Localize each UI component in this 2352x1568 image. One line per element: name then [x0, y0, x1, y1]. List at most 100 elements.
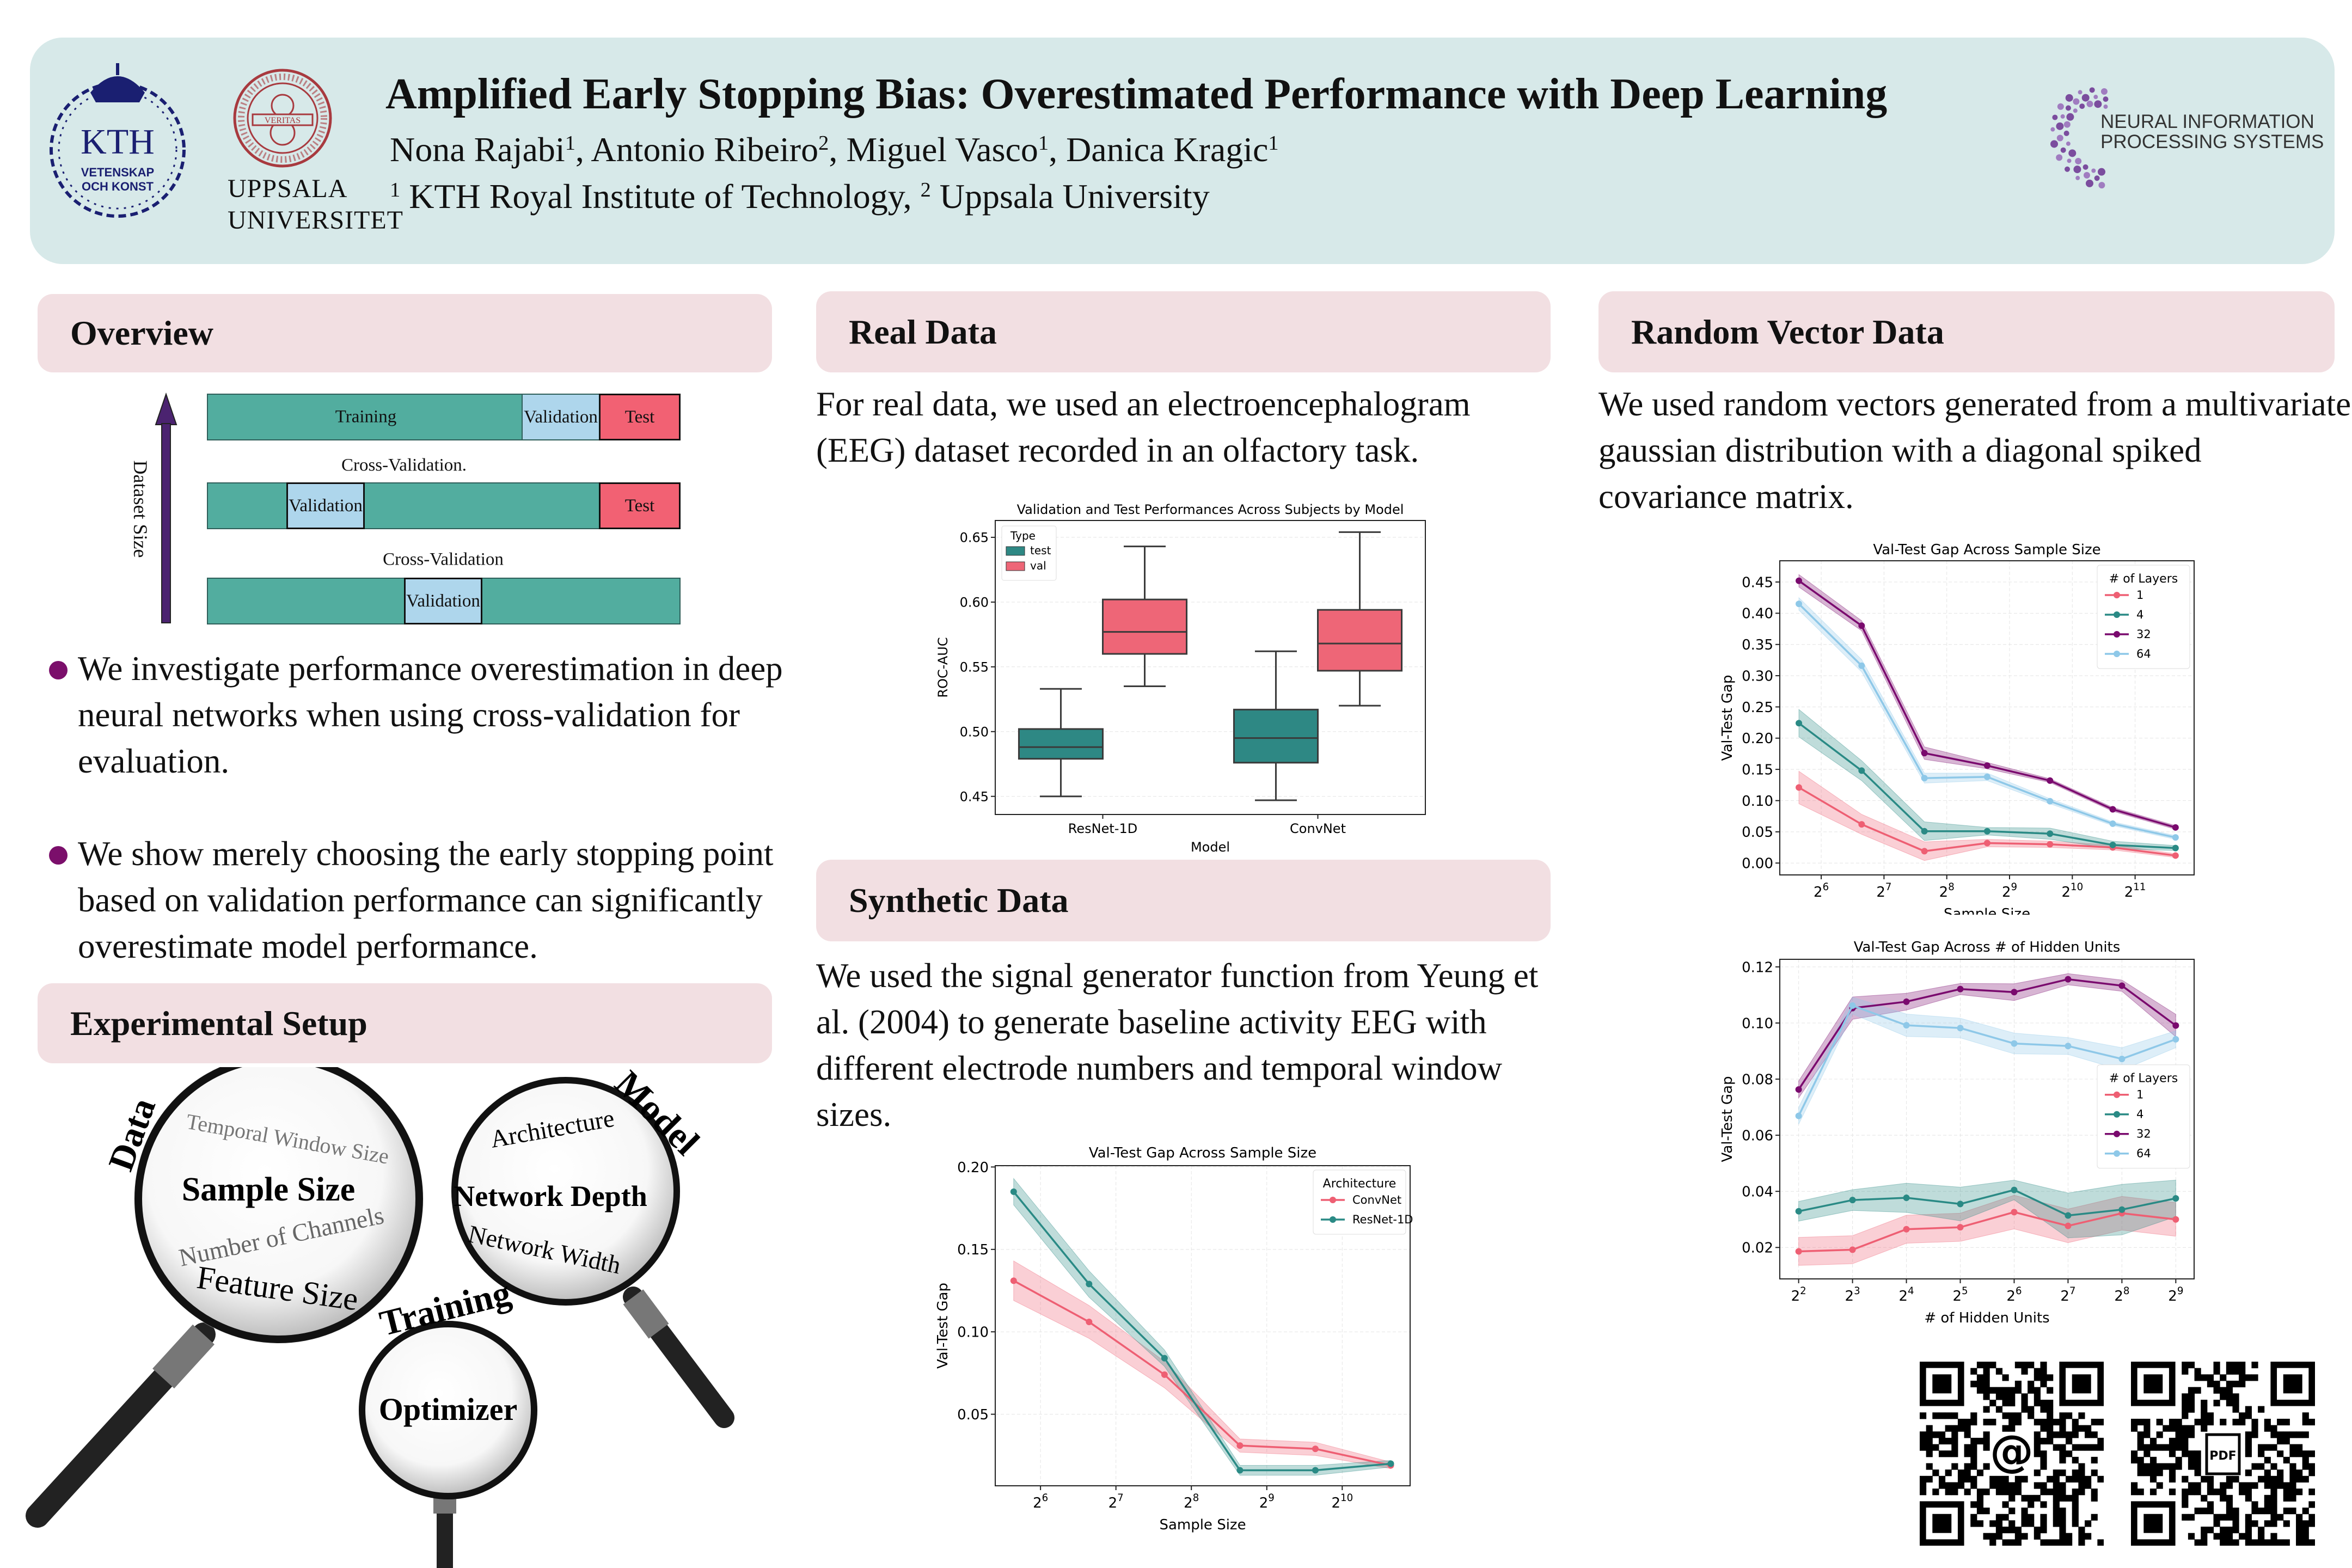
- qr-module: [2002, 1387, 2009, 1394]
- qr-module: [2033, 1527, 2041, 1534]
- logo-dot: [2103, 96, 2109, 102]
- qr-module: [2213, 1368, 2220, 1375]
- qr-module: [2220, 1514, 2227, 1521]
- logo-dot: [2073, 98, 2080, 105]
- bullet-dot-icon: [49, 661, 68, 679]
- qr-module: [2040, 1374, 2047, 1381]
- qr-module: [2213, 1387, 2220, 1394]
- qr-module: [2008, 1508, 2016, 1515]
- qr-module: [2245, 1437, 2252, 1445]
- qr-module: [1995, 1475, 2003, 1483]
- data-point-4: [2065, 1212, 2072, 1219]
- qr-module: [2014, 1475, 2022, 1483]
- qr-module: [2283, 1482, 2290, 1489]
- data-point-4: [2118, 1206, 2126, 1213]
- chart-title: Val-Test Gap Across # of Hidden Units: [1854, 939, 2121, 955]
- qr-module: [1964, 1463, 1971, 1470]
- validation-segment: Validation: [404, 578, 482, 624]
- qr-module: [2302, 1520, 2309, 1527]
- qr-module: [2207, 1418, 2214, 1426]
- qr-module: [2182, 1494, 2189, 1502]
- qr-module: [2182, 1368, 2189, 1375]
- qr-module: [2251, 1508, 2258, 1515]
- legend: Architecture ConvNet ResNet-1D: [1313, 1169, 1413, 1235]
- qr-module: [2188, 1463, 2195, 1470]
- qr-module: [2188, 1456, 2195, 1463]
- qr-module: [2047, 1539, 2054, 1546]
- qr-module: [1938, 1412, 1946, 1419]
- qr-code-pdf[interactable]: PDF: [2131, 1362, 2315, 1546]
- qr-module: [2059, 1418, 2066, 1426]
- author: Danica Kragic1: [1066, 130, 1279, 169]
- qr-module: [2182, 1444, 2189, 1451]
- x-axis-label: # of Hidden Units: [1924, 1310, 2049, 1323]
- line-chart-random-hidden-units: Val-Test Gap Across # of Hidden Units 0.0…: [1719, 939, 2195, 1323]
- qr-module: [2059, 1425, 2066, 1432]
- qr-module: [1957, 1482, 1965, 1489]
- qr-module: [1976, 1501, 1984, 1508]
- bullet-item: We investigate performance overestimatio…: [49, 646, 802, 785]
- qr-module: [2014, 1527, 2022, 1534]
- qr-module: [2270, 1431, 2277, 1438]
- qr-module: [2040, 1425, 2047, 1432]
- qr-module: [2175, 1437, 2182, 1445]
- legend-marker: [1330, 1216, 1336, 1223]
- logo-dot: [2052, 114, 2058, 120]
- section-header-experimental-setup: Experimental Setup: [38, 983, 772, 1063]
- qr-module: [2072, 1431, 2079, 1438]
- qr-module: [2021, 1475, 2028, 1483]
- qr-finder-center: [1932, 1514, 1952, 1533]
- legend-title: Architecture: [1323, 1177, 1396, 1191]
- data-point-1: [1903, 1226, 1910, 1233]
- series-line-4: [1798, 1189, 2176, 1217]
- qr-module: [2264, 1456, 2271, 1463]
- qr-module: [2283, 1539, 2290, 1546]
- qr-module: [2245, 1489, 2252, 1496]
- y-tick-label: 0.08: [1742, 1071, 1773, 1088]
- qr-module: [2040, 1368, 2047, 1375]
- qr-code-email[interactable]: @: [1920, 1362, 2104, 1546]
- qr-module: [1976, 1437, 1984, 1445]
- qr-module: [2302, 1450, 2309, 1457]
- legend-label: 1: [2136, 589, 2143, 602]
- qr-module: [2033, 1450, 2041, 1457]
- qr-module: [2021, 1399, 2028, 1407]
- qr-finder-center: [1932, 1374, 1952, 1394]
- qr-module: [2156, 1463, 2163, 1470]
- qr-module: [1920, 1437, 1927, 1445]
- qr-module: [2047, 1475, 2054, 1483]
- qr-module: [2251, 1463, 2258, 1470]
- qr-module: [2047, 1418, 2054, 1426]
- qr-module: [2258, 1444, 2265, 1451]
- qr-module: [2033, 1444, 2041, 1451]
- qr-module: [2239, 1533, 2246, 1540]
- qr-module: [2264, 1469, 2271, 1477]
- qr-module: [2072, 1469, 2079, 1477]
- qr-module: [2085, 1444, 2092, 1451]
- qr-module: [2008, 1494, 2016, 1502]
- ci-band-ConvNet: [1013, 1260, 1392, 1469]
- qr-module: [2072, 1425, 2079, 1432]
- qr-module: [2033, 1418, 2041, 1426]
- line-chart-synthetic-sample-size: Val-Test Gap Across Sample Size 0.05 0.10 0…: [935, 1145, 1413, 1533]
- qr-finder: [1920, 1501, 1964, 1546]
- qr-module: [1989, 1399, 1996, 1407]
- qr-module: [2131, 1425, 2138, 1432]
- data-point-4: [1903, 1195, 1910, 1202]
- qr-module: [2008, 1418, 2016, 1426]
- random-data-description: We used random vectors generated from a …: [1598, 385, 2351, 516]
- qr-module: [2264, 1520, 2271, 1527]
- qr-module: [2302, 1456, 2309, 1463]
- qr-module: [2078, 1425, 2085, 1432]
- qr-module: [2143, 1444, 2151, 1451]
- qr-module: [1989, 1475, 1996, 1483]
- qr-module: [2207, 1527, 2214, 1534]
- qr-module: [1970, 1450, 1977, 1457]
- logo-dot: [2075, 175, 2080, 180]
- qr-module: [2277, 1514, 2284, 1521]
- qr-module: [2194, 1387, 2201, 1394]
- qr-module: [1938, 1482, 1946, 1489]
- qr-module: [1976, 1374, 1984, 1381]
- qr-module: [2308, 1514, 2315, 1521]
- qr-module: [2028, 1412, 2035, 1419]
